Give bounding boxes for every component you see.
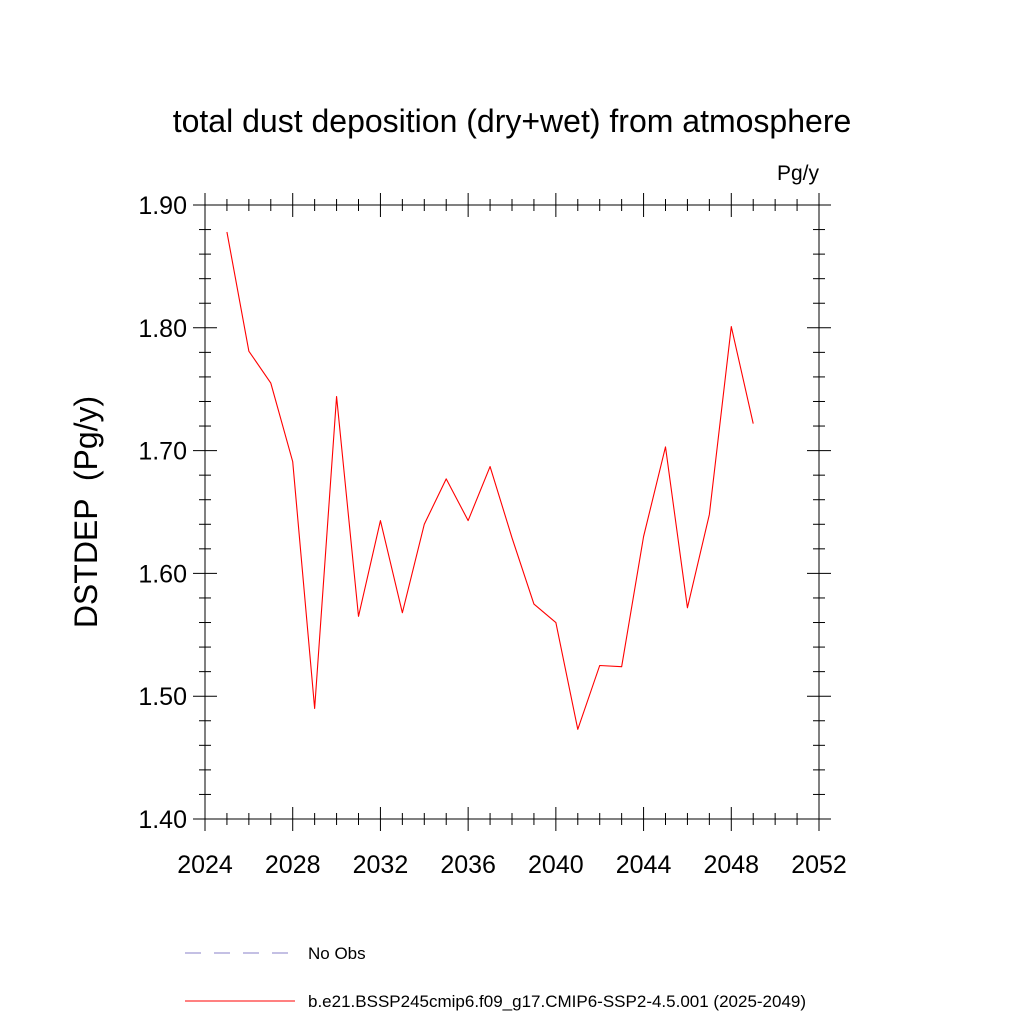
x-tick-label: 2052: [791, 851, 847, 879]
y-tick-labels: 1.40 1.50 1.60 1.70 1.80 1.90: [138, 192, 187, 834]
x-tick-label: 2048: [703, 851, 759, 879]
x-tick-labels: 2024 2028 2032 2036 2040 2044 2048 2052: [177, 851, 847, 879]
y-tick-label: 1.90: [138, 192, 187, 220]
series-layer: [226, 231, 754, 730]
series-line: [226, 231, 754, 730]
y-tick-label: 1.70: [138, 438, 187, 466]
legend-label-no-obs: No Obs: [308, 944, 366, 963]
x-tick-label: 2032: [353, 851, 409, 879]
x-tick-label: 2028: [265, 851, 321, 879]
y-tick-label: 1.60: [138, 560, 187, 588]
legend-label-series: b.e21.BSSP245cmip6.f09_g17.CMIP6-SSP2-4.…: [308, 992, 806, 1011]
y-tick-label: 1.80: [138, 315, 187, 343]
chart-title: total dust deposition (dry+wet) from atm…: [173, 103, 852, 139]
x-tick-label: 2040: [528, 851, 584, 879]
x-tick-label: 2024: [177, 851, 233, 879]
units-label: Pg/y: [777, 162, 820, 185]
major-ticks: [193, 193, 831, 831]
x-tick-label: 2036: [440, 851, 496, 879]
y-axis-label: DSTDEP (Pg/y): [68, 396, 104, 628]
y-tick-label: 1.40: [138, 806, 187, 834]
plot-frame: [204, 204, 820, 820]
y-tick-label: 1.50: [138, 683, 187, 711]
minor-ticks: [199, 199, 825, 825]
legend: No Obs b.e21.BSSP245cmip6.f09_g17.CMIP6-…: [185, 944, 806, 1011]
x-tick-label: 2044: [616, 851, 672, 879]
